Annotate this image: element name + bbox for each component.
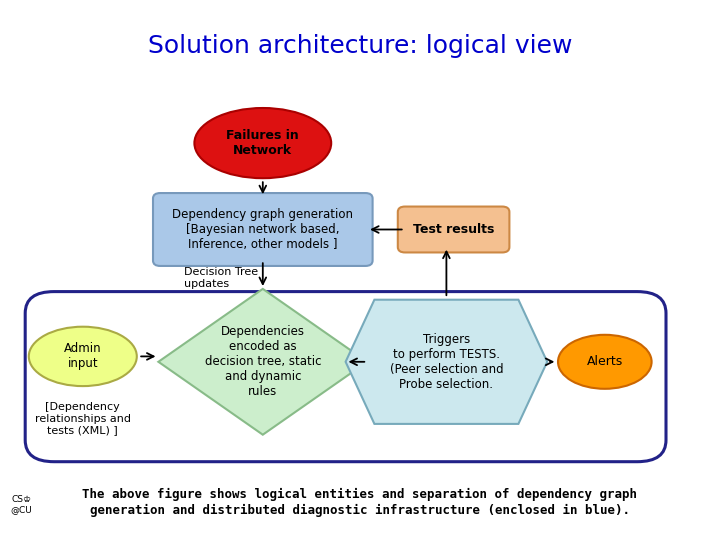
Polygon shape (346, 300, 547, 424)
Text: Decision Tree
updates: Decision Tree updates (184, 267, 258, 289)
Text: Dependencies
encoded as
decision tree, static
and dynamic
rules: Dependencies encoded as decision tree, s… (204, 325, 321, 399)
Ellipse shape (558, 335, 652, 389)
Text: Test results: Test results (413, 223, 495, 236)
Text: generation and distributed diagnostic infrastructure (enclosed in blue).: generation and distributed diagnostic in… (90, 504, 630, 517)
Text: Triggers
to perform TESTS.
(Peer selection and
Probe selection.: Triggers to perform TESTS. (Peer selecti… (390, 333, 503, 391)
Text: Admin
input: Admin input (64, 342, 102, 370)
Ellipse shape (194, 108, 331, 178)
Text: Dependency graph generation
[Bayesian network based,
Inference, other models ]: Dependency graph generation [Bayesian ne… (172, 208, 354, 251)
Text: [Dependency
relationships and
tests (XML) ]: [Dependency relationships and tests (XML… (35, 402, 131, 435)
Text: CS♔
@CU: CS♔ @CU (11, 495, 32, 515)
Ellipse shape (29, 327, 137, 386)
Text: Solution architecture: logical view: Solution architecture: logical view (148, 34, 572, 58)
Text: Failures in
Network: Failures in Network (226, 129, 300, 157)
FancyBboxPatch shape (397, 206, 510, 252)
Text: The above figure shows logical entities and separation of dependency graph: The above figure shows logical entities … (83, 488, 637, 501)
Text: Alerts: Alerts (587, 355, 623, 368)
Polygon shape (158, 289, 367, 435)
FancyBboxPatch shape (153, 193, 373, 266)
